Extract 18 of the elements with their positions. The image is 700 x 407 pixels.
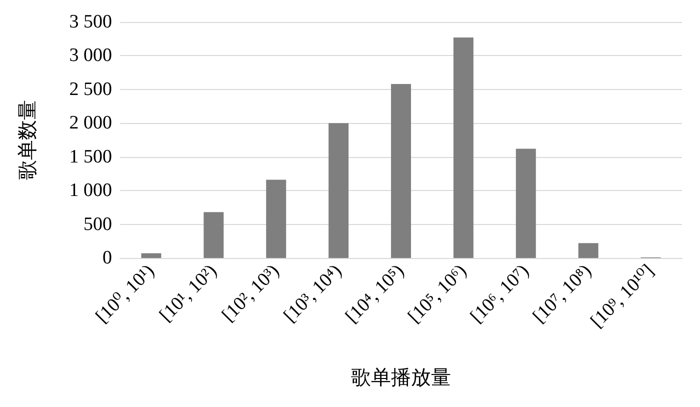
bar bbox=[453, 38, 474, 258]
bar bbox=[141, 253, 162, 258]
y-tick-label: 3 000 bbox=[69, 45, 112, 66]
y-tick-label: 1 000 bbox=[69, 180, 112, 202]
bar bbox=[578, 243, 598, 258]
bar bbox=[204, 212, 224, 258]
y-tick-label: 1 500 bbox=[69, 146, 112, 168]
bar bbox=[328, 123, 349, 258]
bar bbox=[391, 84, 411, 258]
bar bbox=[266, 180, 286, 258]
y-axis-title: 歌单数量 bbox=[17, 100, 39, 180]
y-tick-label: 500 bbox=[84, 214, 112, 235]
y-tick-label: 2 500 bbox=[69, 78, 112, 100]
y-tick-label: 0 bbox=[102, 248, 112, 268]
y-tick-label: 2 000 bbox=[69, 112, 112, 134]
bar bbox=[516, 148, 536, 258]
y-tick-label: 3 500 bbox=[69, 12, 112, 32]
x-axis-title: 歌单播放量 bbox=[351, 367, 451, 389]
